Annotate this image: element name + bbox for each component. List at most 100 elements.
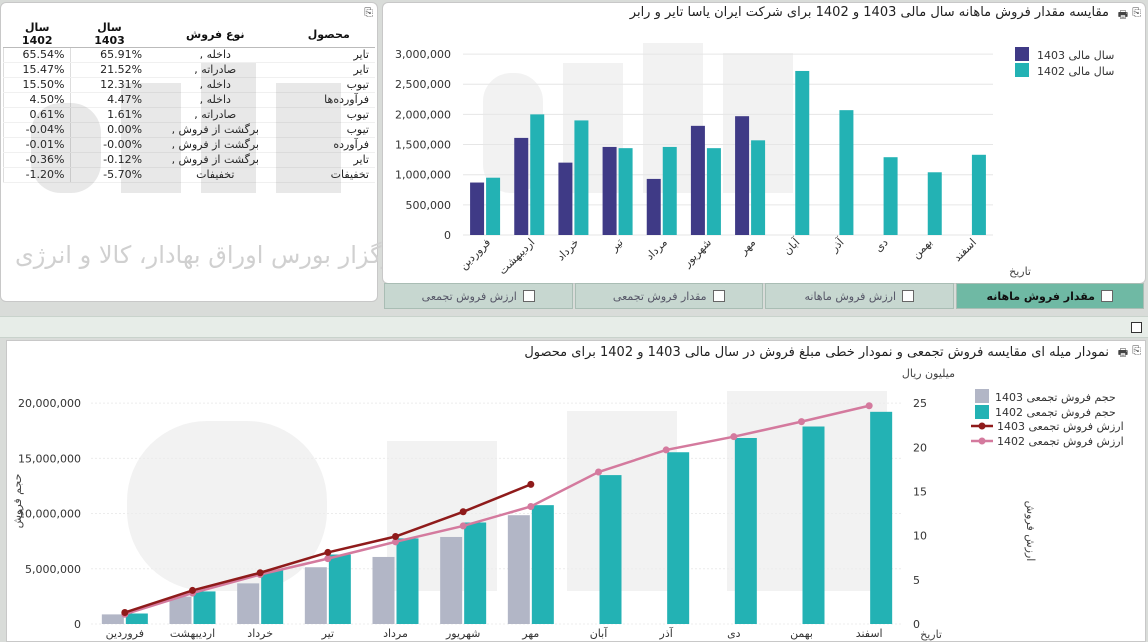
- cell-sale-type: داخله ,: [148, 92, 283, 108]
- bar-cumulative-1402: [531, 505, 554, 624]
- legend-swatch-volume-1402: [975, 405, 989, 419]
- tab-1[interactable]: ارزش فروش ماهانه: [765, 283, 954, 309]
- cell-1403: 0.00%: [70, 122, 149, 138]
- cell-1402: -0.36%: [2, 152, 71, 168]
- value-1403-point: [121, 609, 129, 617]
- value-1402-point: [527, 502, 535, 510]
- sales-share-table: محصول نوع فروش سال 1403 سال 1402 تایر داخ…: [2, 21, 375, 183]
- tab-label: مقدار فروش تجمعی: [612, 289, 707, 303]
- print-icon[interactable]: 🖶: [1117, 346, 1129, 359]
- table-row[interactable]: تایر داخله , 65.91% 65.54%: [2, 47, 375, 63]
- y-tick-label: 3,000,000: [395, 48, 451, 61]
- tab-2[interactable]: مقدار فروش تجمعی: [574, 283, 763, 309]
- y-tick-label: 10,000,000: [18, 508, 81, 521]
- chart1-svg: 0 500,000 1,000,000 1,500,000 2,000,000 2,500…: [395, 43, 1114, 278]
- y-axis-label: حجم فروش: [11, 474, 24, 529]
- chart2-svg: 0 5,000,000 10,000,000 15,000,000 20,000,000…: [11, 367, 1124, 641]
- export-icon[interactable]: ⎘: [1132, 344, 1141, 357]
- cell-sale-type: داخله ,: [148, 47, 283, 63]
- col-header-1403[interactable]: سال 1403: [70, 21, 149, 48]
- cell-1402: 15.47%: [2, 62, 71, 78]
- table-row[interactable]: فرآورده برگشت از فروش , -0.00% -0.01%: [2, 137, 375, 153]
- bar-chart-icon: [712, 290, 725, 302]
- bar-chart-icon: [1100, 290, 1113, 302]
- chart2-title: نمودار میله ای مقایسه فروش تجمعی و نمودا…: [524, 345, 1109, 360]
- x-tick-label: آذر: [659, 626, 674, 640]
- bar-cumulative-1403: [507, 515, 530, 624]
- cell-1402: -0.04%: [2, 122, 71, 138]
- bar-cumulative-1402: [396, 538, 419, 624]
- table-row[interactable]: فرآورده‌ها داخله , 4.47% 4.50%: [2, 92, 375, 108]
- cell-product: تخفیفات: [282, 167, 375, 183]
- value-1402-point: [459, 522, 467, 530]
- cell-sale-type: برگشت از فروش ,: [148, 122, 283, 138]
- value-1402-line: [124, 404, 870, 616]
- export-icon[interactable]: ⎘: [1132, 6, 1141, 19]
- x-tick-label: تیر: [607, 236, 626, 255]
- value-1403-point: [459, 508, 467, 516]
- cell-product: تیوب: [282, 77, 375, 93]
- y-tick-label: 5,000,000: [25, 563, 81, 576]
- bar-1402: [486, 177, 501, 235]
- table-row[interactable]: تخفیفات تخفیفات -5.70% -1.20%: [2, 167, 375, 183]
- legend-swatch-volume-1403: [975, 389, 989, 403]
- table-row[interactable]: تیوب داخله , 12.31% 15.50%: [2, 77, 375, 93]
- bar-1402: [530, 114, 545, 235]
- bar-cumulative-1402: [261, 570, 284, 624]
- cell-1402: -1.20%: [2, 167, 71, 183]
- bar-1402: [839, 110, 854, 235]
- x-axis-label: تاریخ: [1009, 265, 1031, 278]
- maximize-icon[interactable]: [1131, 322, 1142, 333]
- value-1402-point: [662, 446, 670, 454]
- y-tick-label: 1,500,000: [395, 139, 451, 152]
- x-tick-label: شهریور: [445, 627, 480, 640]
- cell-sale-type: صادراته ,: [148, 107, 283, 123]
- export-icon[interactable]: ⎘: [364, 6, 373, 19]
- table-row[interactable]: تیوب صادراته , 1.61% 0.61%: [2, 107, 375, 123]
- value-1402-point: [865, 402, 873, 410]
- table-row[interactable]: تایر برگشت از فروش , -0.12% -0.36%: [2, 152, 375, 168]
- x-tick-label: دی: [727, 627, 741, 640]
- line-chart-icon: [902, 290, 915, 302]
- col-header-1402[interactable]: سال 1402: [3, 21, 71, 48]
- table-row[interactable]: تایر صادراته , 21.52% 15.47%: [2, 62, 375, 78]
- value-1402-point: [730, 433, 738, 441]
- value-1403-point: [189, 586, 196, 594]
- x-tick-label: بهمن: [790, 627, 813, 640]
- col-header-product[interactable]: محصول: [282, 21, 375, 48]
- bar-1402: [795, 70, 810, 235]
- value-1402-point: [324, 555, 332, 563]
- cell-product: تیوب: [282, 107, 375, 123]
- bar-1403: [735, 116, 750, 235]
- x-tick-label: فروردین: [457, 236, 493, 272]
- cell-sale-type: برگشت از فروش ,: [148, 152, 283, 168]
- chart2-panel-icons: 🖶 ⎘: [1118, 344, 1141, 363]
- y2-unit-label: میلیون ریال: [902, 367, 955, 380]
- y-tick-label: 0: [74, 618, 81, 631]
- value-1402-point: [798, 418, 805, 426]
- cell-product: فرآورده: [282, 137, 375, 153]
- chart1-panel-icons: 🖶 ⎘: [1118, 6, 1141, 25]
- x-tick-label: بهمن: [910, 236, 935, 261]
- bar-1402: [706, 148, 721, 235]
- cell-product: تایر: [282, 47, 375, 63]
- tab-3[interactable]: ارزش فروش تجمعی: [384, 283, 573, 309]
- x-tick-label: اسفند: [951, 236, 979, 264]
- x-tick-label: دی: [872, 236, 891, 255]
- watermark-shape: [127, 421, 327, 591]
- panel-icons: ⎘: [364, 6, 373, 20]
- bar-cumulative-1403: [372, 556, 395, 624]
- bar-cumulative-1402: [667, 452, 690, 624]
- y2-axis-label: ارزش فروش: [1024, 501, 1037, 562]
- legend-label-volume-1403: حجم فروش تجمعی 1403: [995, 391, 1116, 404]
- legend-label-volume-1402: حجم فروش تجمعی 1402: [995, 406, 1116, 419]
- bar-1402: [927, 172, 942, 235]
- tab-0[interactable]: مقدار فروش ماهانه: [955, 283, 1144, 309]
- print-icon[interactable]: 🖶: [1117, 8, 1129, 21]
- col-header-sale-type[interactable]: نوع فروش: [148, 21, 283, 48]
- cell-sale-type: برگشت از فروش ,: [148, 137, 283, 153]
- cell-sale-type: تخفیفات: [148, 167, 283, 183]
- legend-marker-value-1403: [978, 422, 986, 430]
- bar-1402: [971, 154, 986, 235]
- table-row[interactable]: تیوب برگشت از فروش , 0.00% -0.04%: [2, 122, 375, 138]
